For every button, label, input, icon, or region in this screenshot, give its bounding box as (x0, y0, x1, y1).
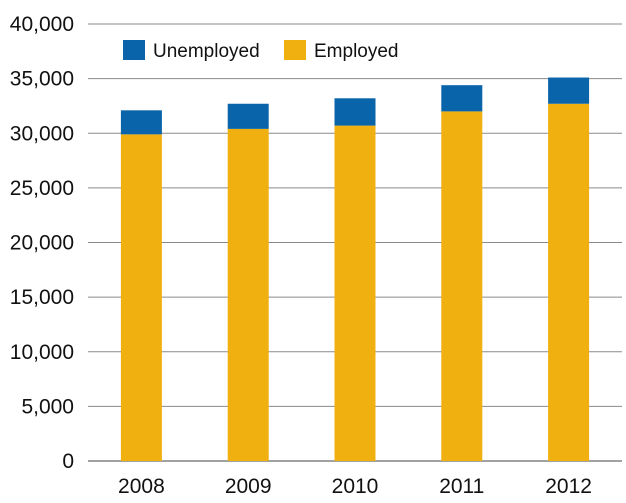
legend-swatch-unemployed (123, 40, 145, 60)
y-axis: 0 5,000 10,000 15,000 20,000 25,000 30,000 35,0… (10, 13, 74, 473)
x-tick-label: 2011 (439, 475, 484, 498)
y-tick-label: 20,000 (10, 232, 74, 255)
bar-unemployed-2008 (120, 110, 162, 135)
legend-label-unemployed: Unemployed (153, 41, 260, 62)
legend-swatch-employed (284, 40, 306, 60)
bar-employed-2008 (120, 134, 162, 461)
x-tick-label: 2012 (545, 475, 592, 498)
bar-employed-2011 (441, 111, 483, 462)
legend-label-employed: Employed (314, 41, 399, 62)
legend: Unemployed Employed (123, 40, 399, 62)
bar-unemployed-2012 (548, 77, 590, 104)
y-tick-label: 15,000 (10, 286, 74, 309)
bar-unemployed-2009 (227, 103, 269, 129)
bars (120, 77, 590, 462)
y-tick-label: 0 (62, 450, 74, 473)
y-tick-label: 10,000 (10, 341, 74, 364)
y-tick-label: 5,000 (21, 395, 74, 418)
bar-unemployed-2011 (441, 85, 483, 112)
y-tick-label: 40,000 (10, 13, 74, 36)
bar-unemployed-2010 (334, 98, 376, 126)
y-tick-label: 35,000 (10, 68, 74, 91)
bar-employed-2010 (334, 125, 376, 461)
x-axis: 2008 2009 2010 2011 2012 (118, 475, 592, 498)
x-tick-label: 2009 (225, 475, 272, 498)
bar-employed-2012 (548, 103, 590, 461)
x-tick-label: 2008 (118, 475, 165, 498)
y-tick-label: 25,000 (10, 177, 74, 200)
x-tick-label: 2010 (332, 475, 379, 498)
bar-employed-2009 (227, 128, 269, 461)
y-tick-label: 30,000 (10, 122, 74, 145)
